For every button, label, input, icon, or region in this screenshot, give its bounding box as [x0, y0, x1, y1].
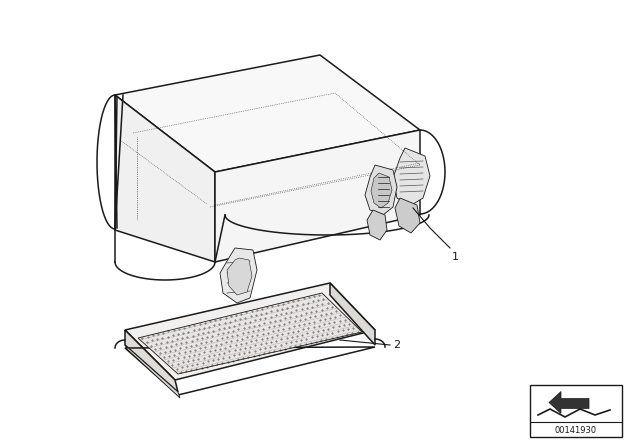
Polygon shape: [371, 173, 392, 208]
Polygon shape: [395, 198, 420, 233]
Polygon shape: [125, 283, 375, 380]
Text: 00141930: 00141930: [555, 426, 597, 435]
Polygon shape: [367, 210, 387, 240]
Polygon shape: [227, 258, 252, 295]
Polygon shape: [330, 283, 375, 345]
Polygon shape: [365, 165, 397, 215]
Text: 2: 2: [393, 340, 400, 350]
Polygon shape: [138, 293, 362, 374]
Polygon shape: [220, 248, 257, 303]
Bar: [530, 385, 622, 437]
Polygon shape: [125, 345, 180, 398]
Polygon shape: [125, 330, 178, 392]
Polygon shape: [393, 148, 430, 206]
Polygon shape: [549, 392, 589, 414]
Polygon shape: [115, 55, 420, 172]
Polygon shape: [215, 130, 420, 262]
Polygon shape: [115, 95, 215, 262]
Text: 1: 1: [452, 252, 459, 262]
